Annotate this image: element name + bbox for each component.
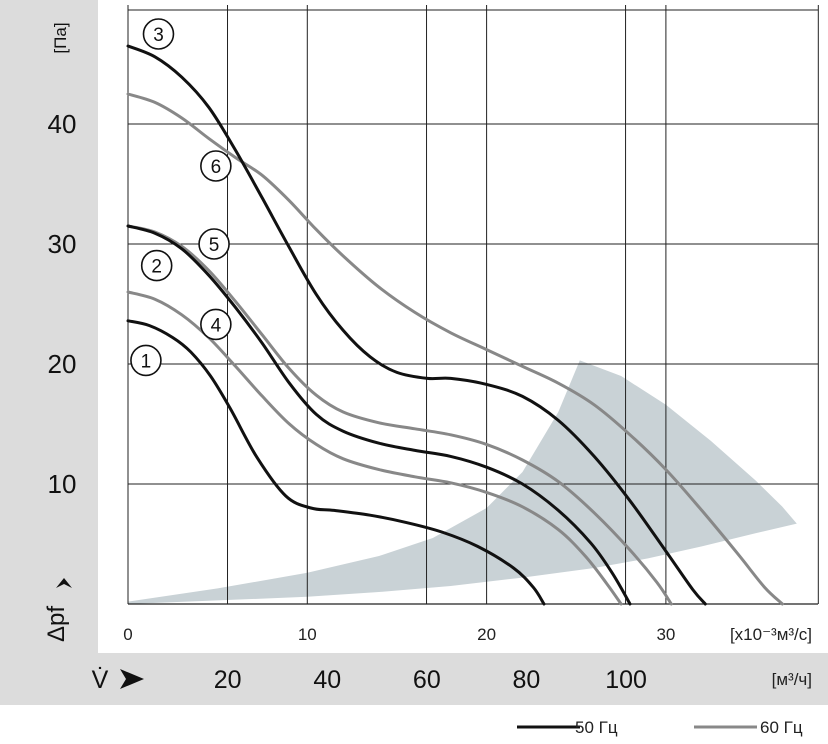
x-tick-10: 10: [298, 625, 317, 644]
x2-tick-80: 80: [513, 666, 541, 694]
svg-text:2: 2: [151, 257, 162, 278]
y-tick-20: 20: [48, 349, 77, 379]
x2-tick-100: 100: [605, 666, 647, 694]
curve-label-4: 4: [200, 308, 232, 341]
curve-1: [126, 319, 546, 606]
curve-label-5: 5: [198, 228, 230, 260]
y-tick-40: 40: [48, 109, 77, 139]
svg-text:5: 5: [209, 235, 220, 256]
y-axis-arrow-icon: [56, 578, 72, 588]
svg-text:1: 1: [141, 351, 152, 372]
shaded-region: [128, 360, 797, 604]
x-axis-label: V̇: [92, 665, 109, 694]
curves: [126, 44, 784, 606]
y-tick-30: 30: [48, 229, 77, 259]
x-tick-labels: 0 10 20 30: [123, 625, 675, 644]
curve-3: [126, 44, 707, 606]
y-axis-band: [0, 0, 98, 705]
svg-text:50 Гц: 50 Гц: [575, 718, 618, 737]
curve-label-6: 6: [200, 150, 232, 182]
curve-2: [126, 224, 632, 606]
x2-tick-40: 40: [313, 666, 341, 694]
svg-text:60 Гц: 60 Гц: [760, 718, 803, 737]
operating-region: [128, 360, 797, 604]
grid: [127, 5, 819, 605]
curve-labels: 1 2 3 4 5 6: [130, 18, 232, 377]
x-tick-0: 0: [123, 625, 132, 644]
curve-label-2: 2: [140, 249, 173, 282]
curve-label-1: 1: [130, 344, 162, 377]
x-tick-30: 30: [656, 625, 675, 644]
y-axis-unit: [Па]: [51, 22, 70, 53]
legend-entry-1: 50 Гц: [517, 718, 618, 737]
x2-tick-60: 60: [413, 666, 441, 694]
x-tick-20: 20: [477, 625, 496, 644]
curve-label-3: 3: [142, 18, 175, 50]
y-axis-label: Δpf: [43, 606, 70, 642]
x2-tick-labels: 20 40 60 80 100: [214, 666, 647, 694]
y-tick-10: 10: [48, 469, 77, 499]
x-axis-unit: [x10⁻³м³/с]: [730, 625, 812, 644]
x2-axis-unit: [м³/ч]: [772, 670, 812, 689]
svg-text:3: 3: [153, 25, 164, 46]
legend: 50 Гц 60 Гц: [517, 718, 803, 737]
x2-tick-20: 20: [214, 666, 242, 694]
curve-5: [126, 224, 673, 606]
svg-text:4: 4: [211, 315, 222, 336]
x-axis-arrow-icon: [120, 669, 144, 689]
y-tick-labels: 10 20 30 40: [48, 109, 77, 499]
svg-text:6: 6: [211, 157, 222, 178]
legend-entry-2: 60 Гц: [694, 718, 803, 737]
curve-6: [126, 92, 784, 606]
